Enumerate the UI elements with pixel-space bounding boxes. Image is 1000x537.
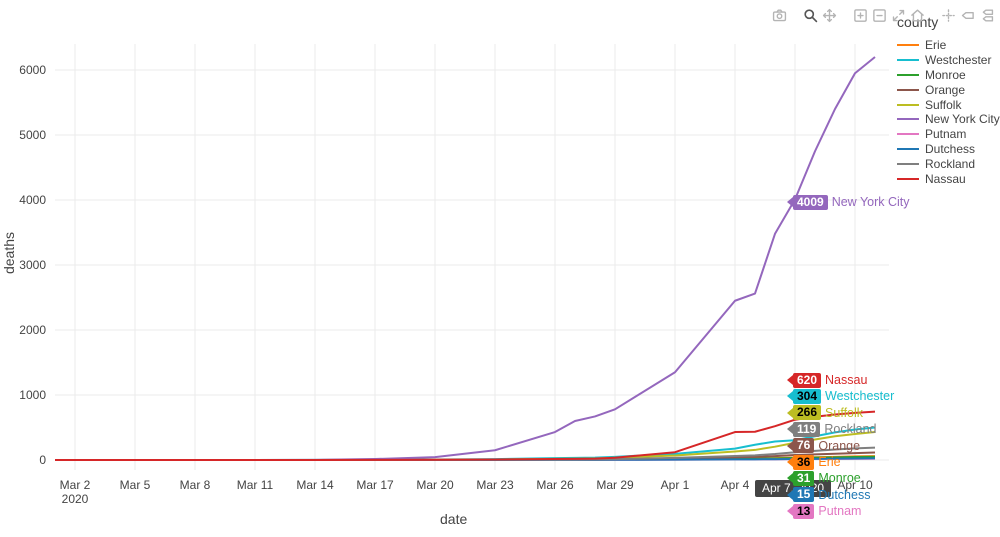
legend-swatch — [897, 118, 919, 121]
modebar-button-show-closest-on-hover-icon[interactable] — [958, 6, 977, 25]
x-tick-label: Mar 23 — [476, 478, 514, 492]
x-axis-title: date — [440, 511, 468, 527]
x-tick-label: Apr 10 — [837, 478, 873, 492]
modebar-button-autoscale-icon[interactable] — [889, 6, 908, 25]
legend-item-label: Dutchess — [925, 141, 976, 156]
legend-swatch — [897, 177, 919, 180]
x-tick-label: Mar 20 — [416, 478, 454, 492]
legend-item-monroe[interactable]: Monroe — [897, 68, 1000, 83]
y-tick-label: 5000 — [19, 128, 46, 142]
modebar-button-reset-axes-home-icon[interactable] — [908, 6, 927, 25]
legend-item-label: Westchester — [925, 53, 992, 68]
legend-item-suffolk[interactable]: Suffolk — [897, 97, 1000, 112]
legend-item-label: Rockland — [925, 156, 976, 171]
y-tick-label: 1000 — [19, 388, 46, 402]
x-tick-label: Apr 4 — [720, 478, 750, 492]
legend-item-label: Orange — [925, 82, 966, 97]
legend-swatch — [897, 73, 919, 76]
modebar-button-zoom-icon[interactable] — [801, 6, 820, 25]
modebar-group — [851, 6, 927, 25]
y-tick-label: 3000 — [19, 258, 46, 272]
legend-item-westchester[interactable]: Westchester — [897, 53, 1000, 68]
modebar-group — [801, 6, 839, 25]
legend-item-dutchess[interactable]: Dutchess — [897, 142, 1000, 157]
legend-item-label: Suffolk — [925, 97, 962, 112]
modebar-button-download-plot-camera-icon[interactable] — [770, 6, 789, 25]
x-tick-label: Mar 2 2020 — [59, 478, 91, 506]
modebar-button-compare-data-on-hover-icon[interactable] — [977, 6, 996, 25]
modebar-button-pan-icon[interactable] — [820, 6, 839, 25]
legend-swatch — [897, 133, 919, 136]
modebar-button-zoom-out-icon[interactable] — [870, 6, 889, 25]
y-tick-label: 2000 — [19, 323, 46, 337]
legend-item-new-york-city[interactable]: New York City — [897, 112, 1000, 127]
modebar-button-toggle-spike-lines-icon[interactable] — [939, 6, 958, 25]
legend-title: county — [897, 14, 939, 30]
legend-item-nassau[interactable]: Nassau — [897, 171, 1000, 186]
x-tick-label: Mar 17 — [356, 478, 394, 492]
legend-swatch — [897, 44, 919, 47]
legend-item-label: Putnam — [925, 127, 967, 142]
y-tick-label: 4000 — [19, 193, 46, 207]
modebar — [758, 6, 996, 25]
x-tick-label: Apr 1 — [660, 478, 690, 492]
modebar-button-zoom-in-icon[interactable] — [851, 6, 870, 25]
legend-item-label: New York City — [925, 112, 1000, 127]
legend-item-rockland[interactable]: Rockland — [897, 156, 1000, 171]
y-tick-label: 6000 — [19, 63, 46, 77]
y-axis-title: deaths — [1, 231, 18, 275]
legend-swatch — [897, 103, 919, 106]
x-axis-hover-label: Apr 7, 2020 — [755, 480, 832, 497]
legend-swatch — [897, 162, 919, 165]
line-series-new-york-city — [55, 56, 876, 461]
legend-item-label: Erie — [925, 38, 947, 53]
legend-swatch — [897, 88, 919, 91]
legend-item-erie[interactable]: Erie — [897, 38, 1000, 53]
x-tick-label: Mar 29 — [596, 478, 634, 492]
legend-item-label: Nassau — [925, 171, 966, 186]
x-tick-label: Mar 11 — [236, 478, 274, 492]
legend-swatch — [897, 147, 919, 150]
x-tick-label: Mar 26 — [536, 478, 574, 492]
modebar-group — [770, 6, 789, 25]
modebar-group — [939, 6, 996, 25]
legend: county Erie Westchester Monroe Orange Suffol… — [897, 14, 1000, 186]
legend-swatch — [897, 59, 919, 62]
x-tick-label: Mar 8 — [179, 478, 211, 492]
y-tick-label: 0 — [39, 453, 46, 467]
legend-item-putnam[interactable]: Putnam — [897, 127, 1000, 142]
x-tick-label: Mar 5 — [119, 478, 151, 492]
legend-item-label: Monroe — [925, 67, 966, 82]
legend-item-orange[interactable]: Orange — [897, 82, 1000, 97]
x-tick-label: Mar 14 — [296, 478, 334, 492]
